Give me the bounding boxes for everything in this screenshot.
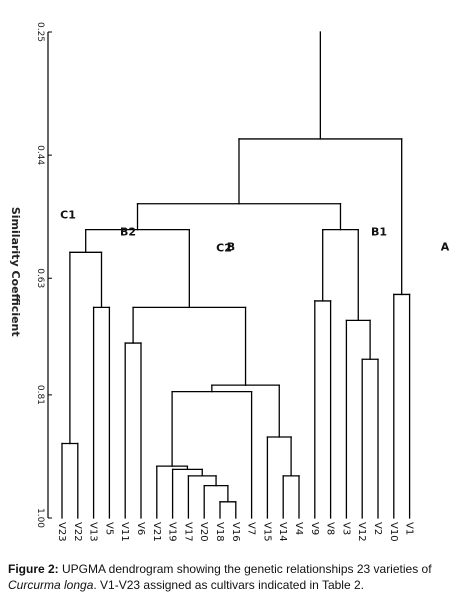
leaf-label-v18: V18	[214, 522, 225, 542]
leaf-label-v23: V23	[56, 522, 67, 542]
cluster-label-c1: C1	[60, 209, 76, 222]
cluster-label-b: B	[227, 241, 235, 254]
leaf-label-v22: V22	[72, 522, 83, 542]
leaf-label-v19: V19	[167, 522, 178, 542]
axis-tick-label: 0.44	[35, 145, 45, 165]
leaf-label-v7: V7	[246, 522, 257, 535]
leaf-label-v14: V14	[277, 522, 288, 542]
caption-text-1: UPGMA dendrogram showing the genetic rel…	[58, 562, 432, 576]
cluster-labels: A B B1 B2 C1 C2	[60, 209, 450, 255]
cluster-label-c2: C2	[216, 241, 232, 254]
cluster-label-b1: B1	[371, 225, 387, 238]
similarity-axis: 0.25 0.44 0.63 0.81 1.00 Similarity Coefficie…	[9, 22, 52, 528]
axis-tick-label: 0.81	[35, 385, 45, 405]
leaf-label-v5: V5	[103, 522, 114, 535]
caption-species: Curcurma longa	[8, 578, 94, 592]
leaf-label-v15: V15	[261, 522, 272, 542]
axis-tick-label: 1.00	[35, 508, 45, 528]
leaf-label-v9: V9	[309, 522, 320, 535]
caption-text-2: . V1-V23 assigned as cultivars indicated…	[93, 578, 364, 592]
leaf-label-v11: V11	[119, 522, 130, 542]
leaf-label-v1: V1	[404, 522, 415, 535]
leaf-label-v6: V6	[135, 522, 146, 535]
leaf-label-v17: V17	[182, 522, 193, 542]
dendrogram: 0.25 0.44 0.63 0.81 1.00 Similarity Coefficie…	[9, 22, 450, 542]
dendrogram-figure: 0.25 0.44 0.63 0.81 1.00 Similarity Coefficie…	[9, 22, 450, 542]
leaf-labels: V23 V22 V13 V5 V11 V6 V21 V19 V17 V20 V18 V16 V7 V15 V…	[56, 522, 415, 542]
leaf-label-v20: V20	[198, 522, 209, 542]
leaf-label-v10: V10	[388, 522, 399, 542]
leaf-label-v2: V2	[372, 522, 383, 535]
axis-tick-label: 0.25	[35, 22, 45, 42]
leaf-label-v16: V16	[230, 522, 241, 542]
leaf-label-v4: V4	[293, 522, 304, 535]
leaf-label-v8: V8	[325, 522, 336, 535]
figure-caption: Figure 2: UPGMA dendrogram showing the g…	[8, 561, 448, 593]
axis-tick-label: 0.63	[35, 268, 45, 288]
leaf-label-v3: V3	[340, 522, 351, 535]
axis-title: Similarity Coefficient	[9, 207, 22, 337]
leaf-label-v21: V21	[151, 522, 162, 542]
cluster-label-a: A	[441, 241, 450, 254]
caption-figure-number: Figure 2:	[8, 562, 59, 576]
leaf-label-v12: V12	[356, 522, 367, 542]
leaf-label-v13: V13	[88, 522, 99, 542]
dendrogram-branches	[61, 31, 411, 519]
cluster-label-b2: B2	[120, 225, 136, 238]
